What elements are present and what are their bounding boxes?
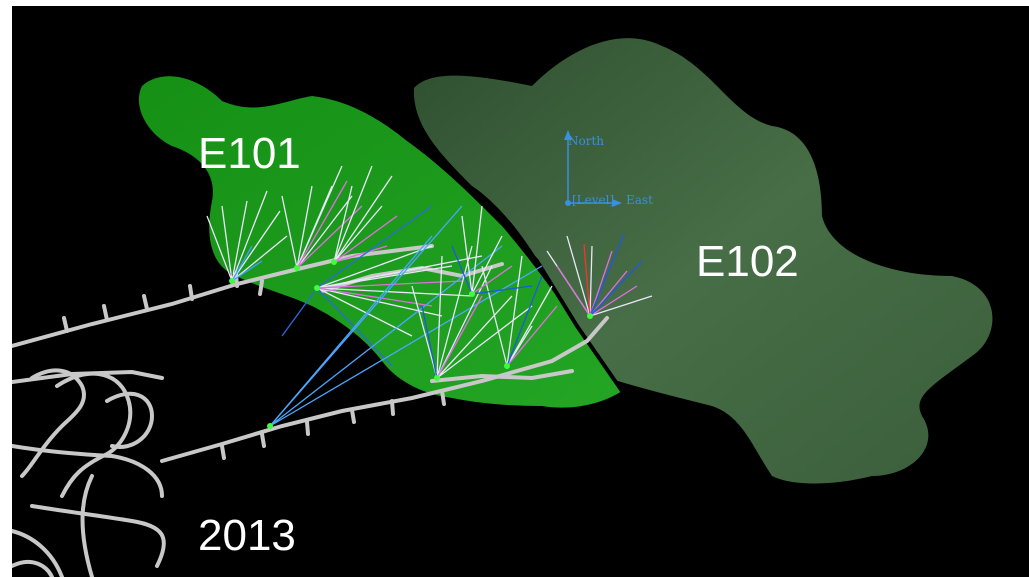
north-label: North	[568, 134, 604, 148]
east-label: East	[626, 193, 653, 207]
axis-origin-icon	[565, 200, 571, 206]
orientation-axes: North [Level] East	[564, 130, 653, 207]
year-label: 2013	[198, 511, 296, 560]
zone-label-e101: E101	[198, 129, 301, 178]
north-arrow-icon	[564, 130, 572, 140]
mine-3d-view: North [Level] East E101 E102 2013	[12, 38, 993, 577]
tunnel-network	[12, 244, 609, 577]
drillhole-collars	[229, 259, 593, 429]
east-arrow-icon	[612, 199, 622, 207]
drillhole-fans	[206, 165, 653, 427]
stope-e102	[413, 38, 993, 484]
stope-boundary	[410, 124, 624, 393]
mine-scene: North [Level] East E101 E102 2013	[12, 6, 1029, 577]
zone-label-e102: E102	[696, 237, 799, 286]
stope-e101	[138, 76, 623, 408]
level-label: [Level]	[572, 193, 614, 207]
